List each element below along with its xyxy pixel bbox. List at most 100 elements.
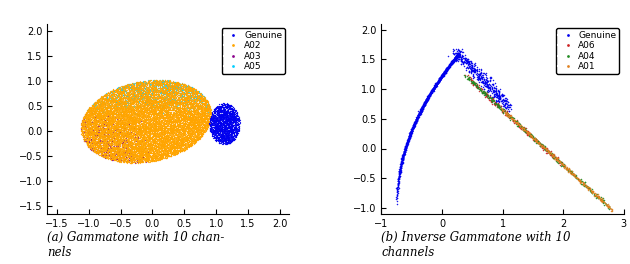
Point	[446, 61, 456, 65]
Point	[219, 140, 229, 144]
Point	[126, 132, 136, 136]
Point	[149, 112, 159, 116]
Point	[205, 108, 215, 112]
Point	[209, 132, 219, 136]
Point	[450, 56, 460, 60]
Point	[94, 109, 105, 113]
Point	[81, 136, 91, 140]
Point	[229, 123, 239, 127]
Point	[175, 87, 185, 92]
Point	[118, 86, 128, 90]
Point	[116, 155, 126, 159]
Point	[114, 86, 124, 91]
Point	[129, 129, 139, 134]
Point	[144, 103, 154, 107]
Point	[155, 153, 165, 158]
Point	[137, 100, 147, 104]
Point	[144, 158, 154, 162]
Point	[410, 120, 420, 125]
Point	[133, 92, 143, 96]
Point	[139, 152, 149, 156]
Point	[476, 76, 486, 80]
Point	[224, 138, 234, 142]
Point	[121, 106, 131, 110]
Point	[194, 100, 204, 104]
Point	[185, 111, 195, 115]
Point	[145, 98, 155, 102]
Point	[122, 145, 132, 149]
Point	[115, 148, 125, 152]
Point	[137, 146, 147, 150]
Point	[210, 119, 220, 123]
Point	[92, 142, 102, 146]
Point	[122, 83, 132, 87]
Point	[186, 96, 196, 100]
Point	[115, 152, 125, 157]
Point	[101, 142, 112, 146]
Point	[147, 149, 157, 153]
Point	[176, 142, 186, 147]
Point	[123, 151, 134, 155]
Point	[558, 163, 568, 167]
Point	[595, 196, 605, 200]
Point	[219, 130, 229, 135]
Point	[191, 89, 201, 93]
Point	[218, 127, 228, 131]
Point	[127, 101, 137, 105]
Point	[195, 96, 205, 100]
Point	[193, 128, 203, 132]
Point	[92, 125, 102, 129]
Point	[88, 115, 98, 119]
Point	[578, 181, 588, 185]
Point	[100, 115, 110, 119]
Point	[152, 83, 163, 87]
Point	[116, 104, 126, 108]
Point	[154, 124, 164, 128]
Point	[192, 103, 202, 107]
Point	[399, 148, 410, 152]
Point	[169, 87, 179, 91]
Point	[440, 70, 450, 74]
Point	[106, 112, 116, 116]
Point	[127, 90, 137, 94]
Point	[142, 115, 152, 119]
Point	[166, 98, 176, 102]
Point	[471, 83, 481, 87]
Point	[175, 132, 185, 136]
Point	[129, 132, 139, 136]
Point	[98, 130, 108, 134]
Point	[403, 136, 413, 140]
Point	[169, 123, 179, 127]
Point	[203, 100, 213, 104]
Point	[423, 95, 433, 100]
Point	[144, 102, 154, 106]
Point	[171, 108, 181, 112]
Point	[134, 108, 144, 112]
Point	[102, 110, 112, 114]
Point	[134, 142, 144, 147]
Point	[154, 90, 164, 95]
Point	[472, 75, 483, 79]
Point	[96, 126, 106, 130]
Point	[522, 132, 532, 136]
Point	[161, 93, 171, 97]
Point	[217, 110, 227, 114]
Point	[149, 80, 159, 84]
Point	[173, 109, 183, 113]
Point	[140, 114, 150, 118]
Point	[224, 117, 234, 121]
Point	[210, 129, 220, 134]
Point	[126, 145, 136, 150]
Point	[567, 169, 577, 174]
Point	[157, 84, 167, 88]
Point	[105, 148, 115, 152]
Point	[163, 150, 173, 154]
Point	[164, 97, 175, 101]
Point	[228, 127, 238, 131]
Point	[198, 120, 209, 124]
Point	[98, 152, 108, 156]
Point	[128, 155, 138, 159]
Point	[176, 143, 186, 148]
Point	[166, 100, 176, 104]
Point	[108, 88, 118, 92]
